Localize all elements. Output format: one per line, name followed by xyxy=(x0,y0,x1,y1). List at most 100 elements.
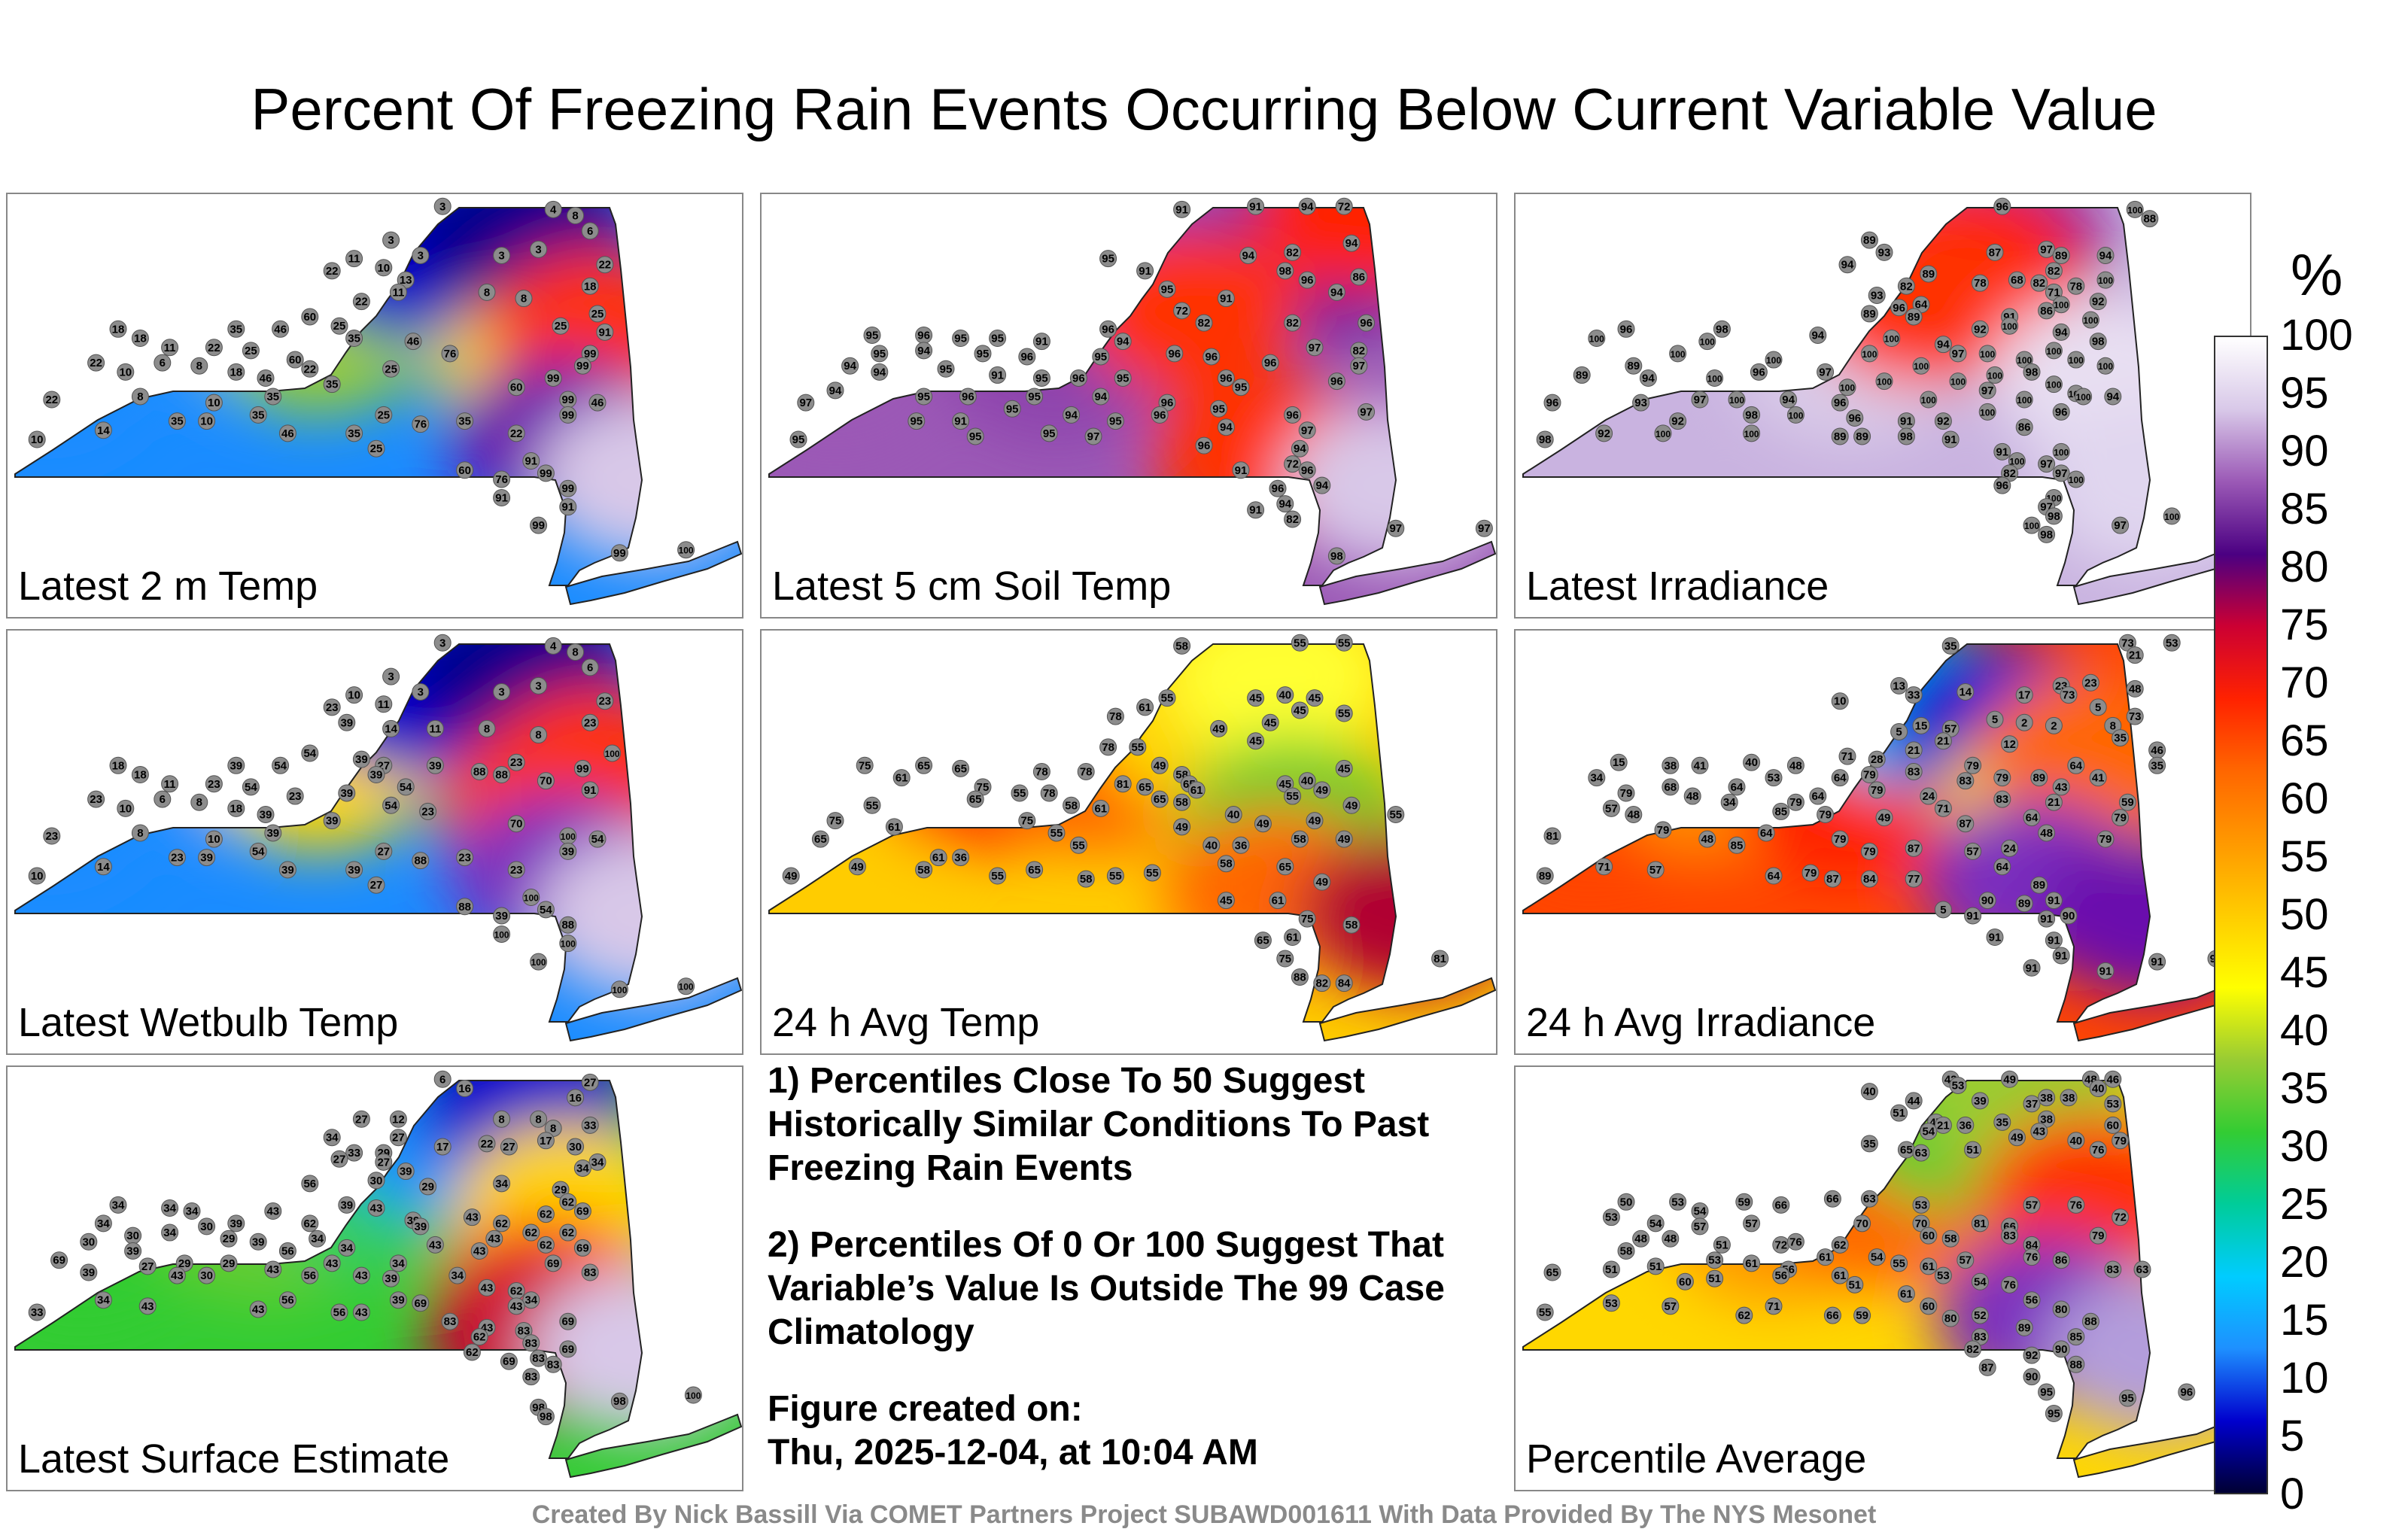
station-marker: 89 xyxy=(2030,876,2048,894)
station-marker: 94 xyxy=(2052,323,2070,341)
svg-text:55: 55 xyxy=(1338,707,1351,720)
svg-text:43: 43 xyxy=(488,1233,500,1245)
svg-text:8: 8 xyxy=(2110,719,2116,732)
svg-text:34: 34 xyxy=(163,1202,176,1214)
station-marker: 56 xyxy=(1772,1266,1790,1284)
station-marker: 95 xyxy=(1032,369,1050,388)
svg-text:57: 57 xyxy=(1959,1254,1972,1267)
svg-text:60: 60 xyxy=(1922,1300,1935,1313)
station-marker: 36 xyxy=(952,849,970,867)
svg-text:29: 29 xyxy=(555,1184,567,1196)
svg-text:13: 13 xyxy=(1893,679,1905,692)
svg-text:83: 83 xyxy=(2106,1263,2119,1276)
panel-label: Latest 2 m Temp xyxy=(18,564,318,609)
svg-text:94: 94 xyxy=(1065,409,1078,421)
svg-text:91: 91 xyxy=(1249,200,1262,213)
station-marker: 35 xyxy=(323,375,341,394)
station-marker: 100 xyxy=(1838,378,1856,397)
station-marker: 33 xyxy=(28,1303,46,1321)
svg-text:40: 40 xyxy=(1863,1086,1876,1099)
station-marker: 10 xyxy=(117,363,135,381)
station-marker: 53 xyxy=(1765,769,1783,787)
station-marker: 51 xyxy=(1964,1141,1982,1159)
station-marker: 53 xyxy=(1602,1208,1620,1226)
station-marker: 29 xyxy=(220,1230,238,1248)
station-marker: 88 xyxy=(2067,1355,2085,1373)
station-marker: 48 xyxy=(1625,806,1643,824)
svg-text:21: 21 xyxy=(1908,744,1920,757)
svg-text:59: 59 xyxy=(1738,1196,1750,1208)
svg-text:79: 79 xyxy=(1863,845,1876,858)
svg-text:91: 91 xyxy=(598,326,611,339)
svg-text:17: 17 xyxy=(540,1135,552,1147)
station-marker: 82 xyxy=(2001,464,2019,482)
panel-label: Latest 5 cm Soil Temp xyxy=(772,564,1172,609)
station-marker: 3 xyxy=(433,197,451,215)
station-marker: 55 xyxy=(989,867,1007,885)
svg-text:55: 55 xyxy=(1050,827,1063,840)
station-marker: 39 xyxy=(382,1269,400,1287)
station-marker: 3 xyxy=(530,676,548,695)
station-marker: 82 xyxy=(1284,510,1302,528)
svg-text:76: 76 xyxy=(414,418,427,431)
svg-text:39: 39 xyxy=(392,1294,405,1307)
svg-text:27: 27 xyxy=(392,1132,405,1144)
station-marker: 55 xyxy=(1158,689,1176,707)
station-marker: 100 xyxy=(604,744,622,762)
svg-text:54: 54 xyxy=(303,747,316,760)
station-marker: 58 xyxy=(1617,1242,1635,1260)
station-marker: 10 xyxy=(28,867,46,885)
svg-text:35: 35 xyxy=(1996,1116,2008,1129)
svg-text:37: 37 xyxy=(2026,1098,2039,1111)
station-marker: 34 xyxy=(448,1266,467,1284)
station-marker: 35 xyxy=(264,388,282,406)
svg-text:62: 62 xyxy=(524,1226,537,1239)
svg-text:5: 5 xyxy=(1992,713,1998,726)
svg-text:80: 80 xyxy=(1944,1312,1957,1325)
station-marker: 17 xyxy=(537,1132,555,1150)
svg-text:65: 65 xyxy=(1139,781,1151,794)
svg-text:96: 96 xyxy=(1546,397,1559,409)
svg-text:92: 92 xyxy=(1974,323,1987,336)
svg-text:53: 53 xyxy=(2106,1098,2119,1111)
svg-text:43: 43 xyxy=(370,1202,383,1214)
svg-text:5: 5 xyxy=(1896,725,1902,738)
station-marker: 15 xyxy=(1912,716,1930,734)
station-marker: 99 xyxy=(544,369,562,388)
station-marker: 91 xyxy=(2045,892,2063,910)
station-marker: 100 xyxy=(677,541,695,559)
svg-text:10: 10 xyxy=(348,689,360,702)
station-marker: 25 xyxy=(552,317,570,335)
svg-text:48: 48 xyxy=(1627,809,1640,822)
svg-text:92: 92 xyxy=(1598,427,1610,440)
station-marker: 57 xyxy=(1964,842,1982,860)
svg-text:45: 45 xyxy=(1220,895,1233,907)
svg-text:35: 35 xyxy=(230,323,242,336)
station-marker: 40 xyxy=(2089,1080,2107,1098)
station-marker: 5 xyxy=(2089,698,2107,716)
svg-text:100: 100 xyxy=(2017,355,2032,366)
svg-text:87: 87 xyxy=(1908,842,1920,855)
svg-text:3: 3 xyxy=(498,250,504,263)
station-marker: 61 xyxy=(929,849,947,867)
station-marker: 57 xyxy=(1646,861,1665,879)
svg-text:55: 55 xyxy=(1338,637,1351,649)
svg-text:23: 23 xyxy=(458,852,471,865)
svg-text:94: 94 xyxy=(917,345,930,357)
svg-text:62: 62 xyxy=(561,1196,574,1208)
station-marker: 27 xyxy=(500,1138,518,1156)
svg-text:90: 90 xyxy=(2055,1343,2068,1356)
station-marker: 100 xyxy=(610,980,628,999)
svg-text:75: 75 xyxy=(859,759,871,772)
station-marker: 23 xyxy=(286,787,304,805)
svg-text:34: 34 xyxy=(97,1217,110,1230)
station-marker: 39 xyxy=(338,1196,356,1214)
station-marker: 54 xyxy=(1868,1248,1886,1266)
svg-text:91: 91 xyxy=(2048,935,2060,947)
svg-text:70: 70 xyxy=(540,775,552,788)
svg-text:8: 8 xyxy=(137,827,143,840)
svg-text:96: 96 xyxy=(1301,274,1314,287)
station-marker: 96 xyxy=(1358,314,1376,332)
station-marker: 27 xyxy=(138,1257,157,1275)
station-marker: 84 xyxy=(1860,870,1878,888)
